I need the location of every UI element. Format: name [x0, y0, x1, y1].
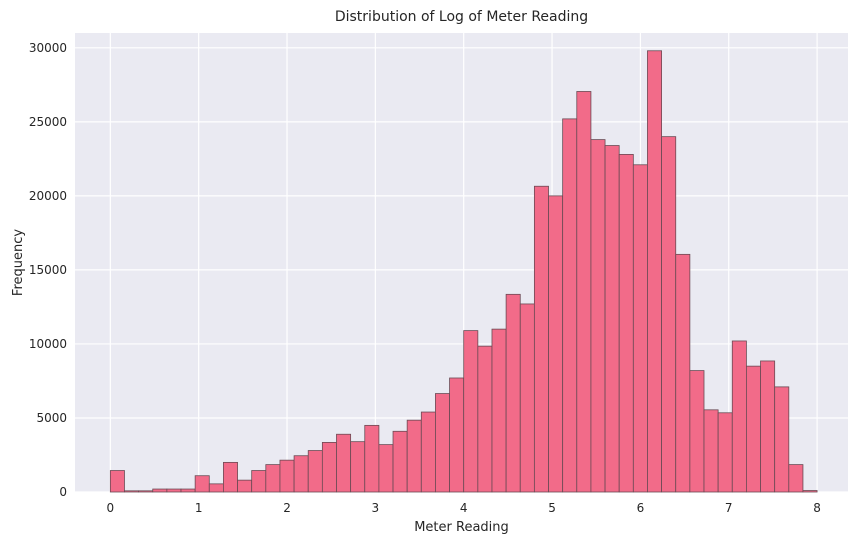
- histogram-bar: [647, 50, 662, 493]
- histogram-bar: [109, 470, 125, 493]
- x-tick-label: 0: [107, 501, 115, 515]
- histogram-bar: [717, 412, 733, 493]
- x-tick-label: 6: [637, 501, 645, 515]
- histogram-bar: [590, 139, 606, 493]
- x-tick-label: 8: [813, 501, 821, 515]
- histogram-bar: [406, 419, 422, 493]
- histogram-bar: [519, 303, 535, 493]
- y-axis-label: Frequency: [11, 229, 26, 296]
- y-tick-label: 25000: [29, 115, 67, 129]
- chart-title: Distribution of Log of Meter Reading: [335, 9, 588, 25]
- x-tick-label: 2: [283, 501, 291, 515]
- histogram-bar: [703, 409, 719, 493]
- x-tick-label: 7: [725, 501, 733, 515]
- x-axis-label: Meter Reading: [414, 520, 509, 535]
- histogram-bar: [237, 479, 253, 493]
- histogram-bar: [505, 293, 521, 493]
- y-tick-label: 20000: [29, 189, 67, 203]
- histogram-bar: [265, 464, 281, 493]
- y-tick-label: 10000: [29, 337, 67, 351]
- x-axis-ticks: 0 1 2 3 4 5 6 7 8: [107, 501, 821, 515]
- histogram-bar: [378, 444, 394, 493]
- histogram-bar: [661, 136, 677, 493]
- histogram-bar: [618, 154, 634, 493]
- histogram-bar: [364, 424, 380, 493]
- histogram-bar: [180, 488, 196, 493]
- histogram-bar: [279, 459, 295, 493]
- histogram-bar: [760, 360, 776, 493]
- histogram-bar: [420, 411, 436, 493]
- histogram-bar: [774, 386, 790, 493]
- histogram-bar: [675, 253, 691, 493]
- histogram-bar: [321, 441, 337, 493]
- histogram-bar: [477, 345, 493, 493]
- histogram-bar: [307, 450, 323, 493]
- x-tick-label: 4: [460, 501, 468, 515]
- histogram-bar: [548, 195, 564, 493]
- bars: [109, 50, 818, 493]
- y-tick-label: 5000: [36, 411, 67, 425]
- y-tick-label: 15000: [29, 263, 67, 277]
- histogram-bar: [208, 483, 224, 493]
- histogram-bar: [138, 490, 154, 493]
- histogram-bar: [731, 340, 747, 493]
- x-tick-label: 5: [548, 501, 556, 515]
- histogram-bar: [463, 330, 479, 493]
- y-tick-label: 0: [59, 485, 67, 499]
- y-tick-label: 30000: [29, 41, 67, 55]
- histogram-bar: [435, 393, 450, 493]
- y-axis-ticks: 0 5000 10000 15000 20000 25000 30000: [29, 41, 67, 499]
- histogram-bar: [392, 430, 408, 493]
- histogram-bar: [336, 433, 352, 493]
- x-tick-label: 3: [372, 501, 380, 515]
- x-tick-label: 1: [195, 501, 203, 515]
- histogram-bar: [689, 370, 705, 493]
- histogram-bar: [251, 470, 267, 493]
- histogram-bar: [632, 164, 648, 493]
- histogram-bar: [533, 185, 549, 493]
- histogram-bar: [350, 441, 366, 493]
- histogram-bar: [604, 145, 620, 493]
- histogram-bar: [576, 91, 592, 493]
- histogram-bar: [124, 490, 140, 493]
- histogram-bar: [562, 118, 578, 493]
- histogram-bar: [491, 328, 507, 493]
- histogram-bar: [802, 490, 818, 493]
- histogram-bar: [166, 488, 182, 493]
- histogram-bar: [223, 461, 238, 493]
- histogram-bar: [449, 377, 465, 493]
- histogram-bar: [788, 464, 804, 493]
- histogram-bar: [746, 365, 761, 493]
- histogram-bar: [194, 475, 210, 493]
- histogram-bar: [293, 455, 309, 493]
- histogram-bar: [152, 488, 168, 493]
